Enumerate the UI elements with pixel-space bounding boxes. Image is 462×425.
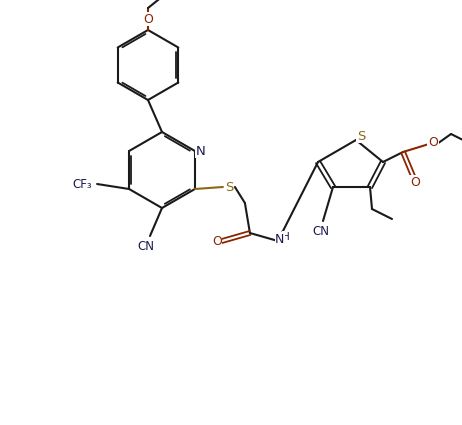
Text: O: O — [410, 176, 420, 189]
Text: CF₃: CF₃ — [72, 178, 92, 190]
Text: S: S — [357, 130, 365, 142]
Text: CN: CN — [312, 224, 329, 238]
Text: N: N — [196, 144, 206, 158]
Text: O: O — [143, 12, 153, 26]
Text: O: O — [212, 235, 222, 247]
Text: N: N — [275, 232, 285, 246]
Text: S: S — [225, 181, 233, 193]
Text: CN: CN — [138, 240, 154, 252]
Text: O: O — [428, 136, 438, 148]
Text: H: H — [282, 232, 290, 242]
